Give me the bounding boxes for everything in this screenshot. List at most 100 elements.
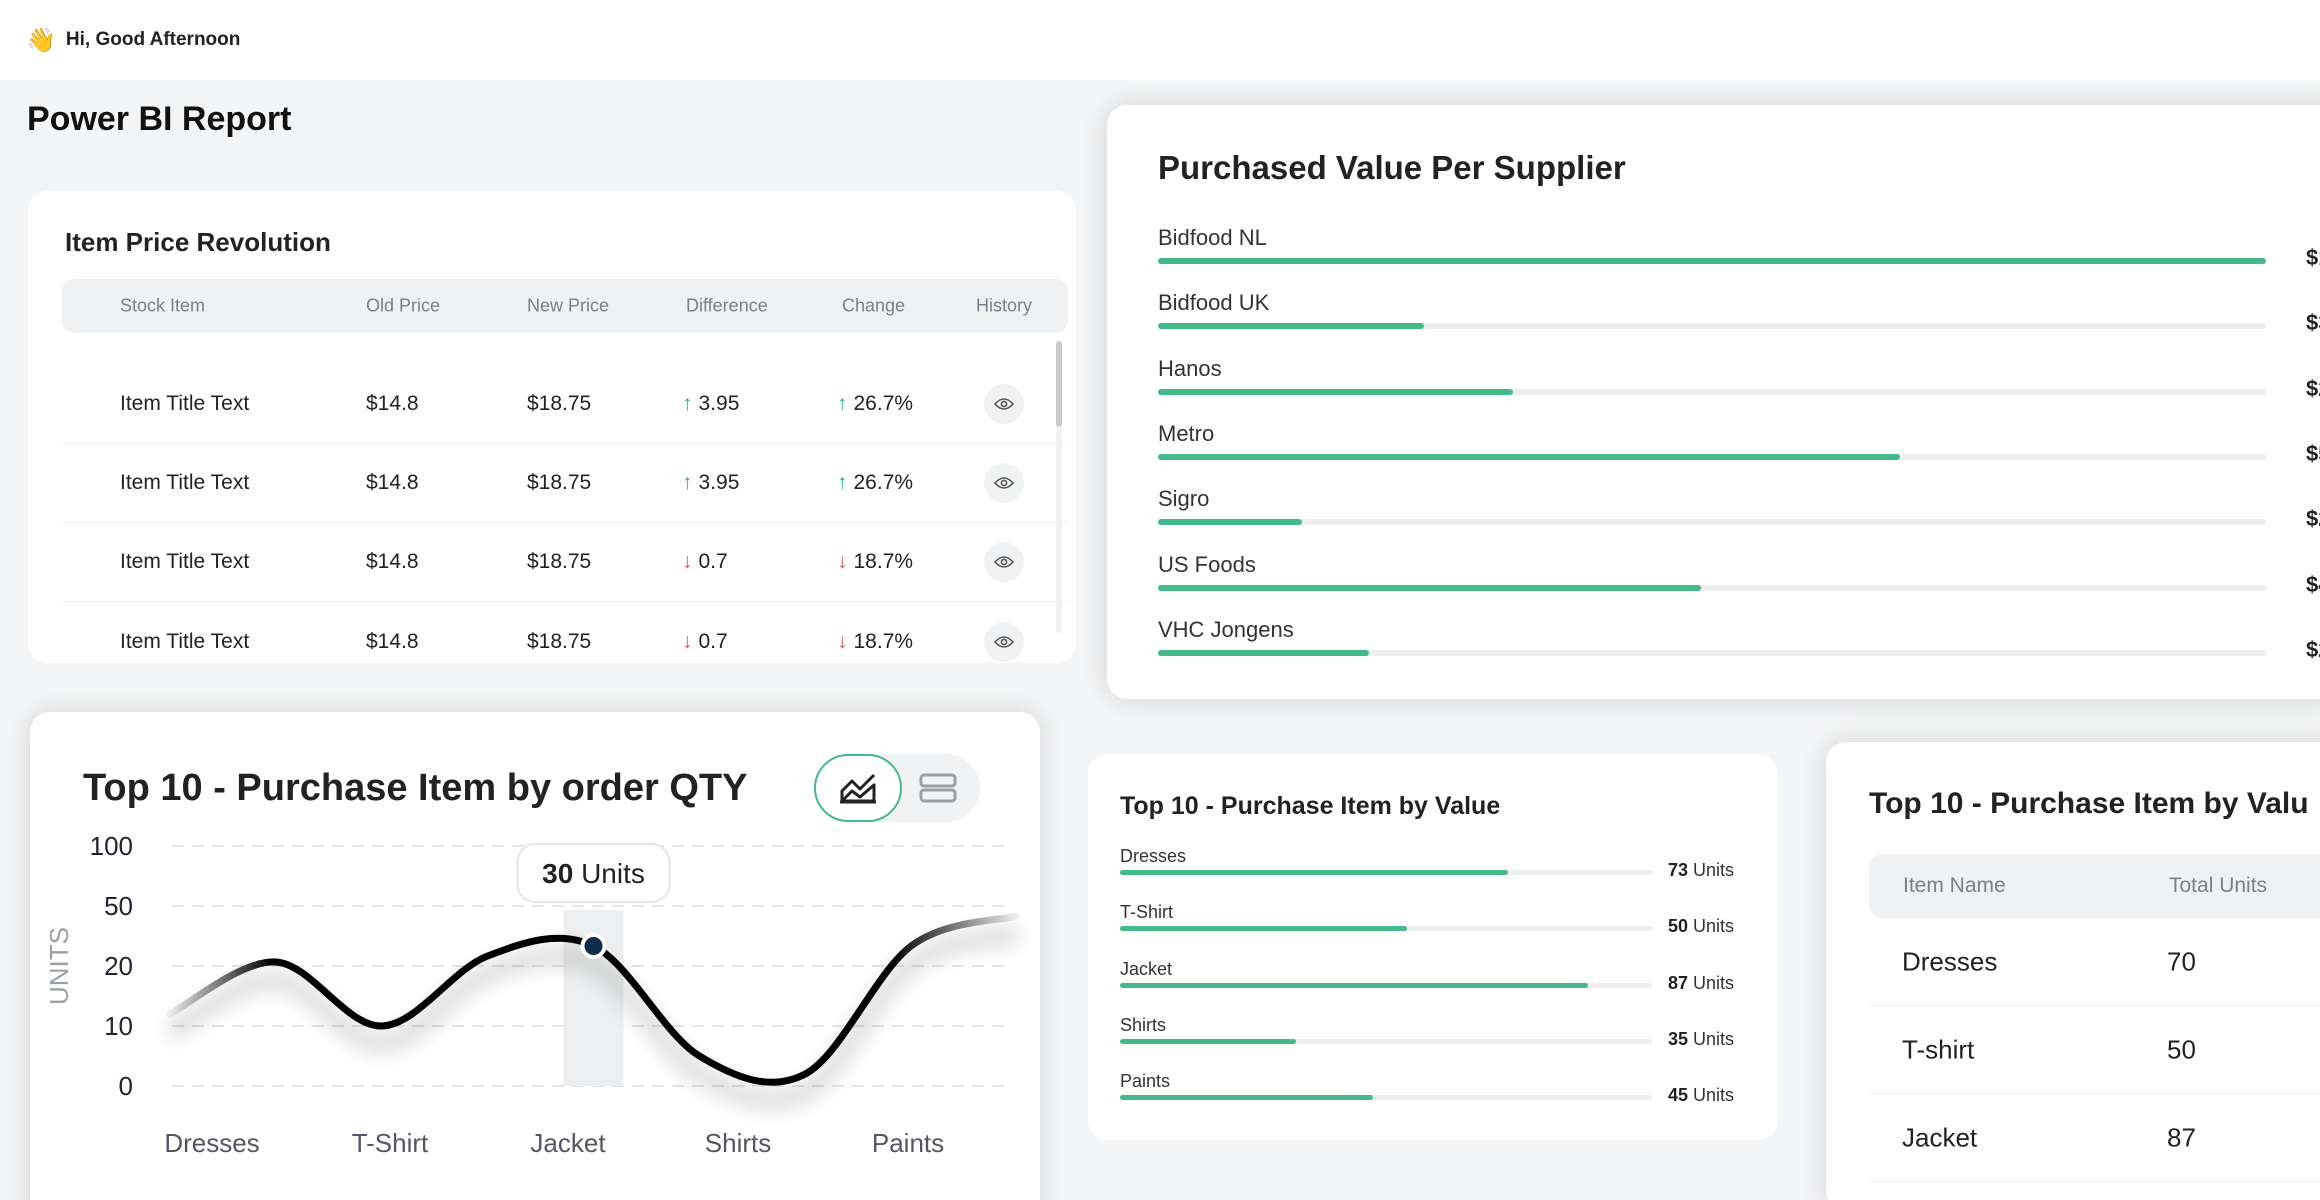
list-view-button[interactable] <box>894 754 982 822</box>
item-name: T-Shirt <box>1120 902 1174 923</box>
supplier-value: $4 <box>2306 571 2320 597</box>
card-title: Top 10 - Purchase Item by Valu <box>1869 787 2309 820</box>
progress-track <box>1120 982 1652 988</box>
y-tick-label: 10 <box>104 1011 133 1041</box>
card-title: Top 10 - Purchase Item by Value <box>1120 792 1501 820</box>
value-row: Shirts 35 Units <box>1120 1015 1760 1065</box>
area-chart-view-button[interactable] <box>814 754 902 822</box>
top-bar: 👋 Hi, Good Afternoon <box>0 0 2320 80</box>
total-units: 50 <box>2167 1034 2196 1064</box>
progress-fill <box>1120 982 1589 988</box>
item-units: 87 Units <box>1668 972 1735 993</box>
column-header-old-price: Old Price <box>366 295 441 316</box>
item-name: Shirts <box>1120 1014 1167 1035</box>
y-tick-label: 50 <box>104 891 133 921</box>
purchase-table-card: Top 10 - Purchase Item by Valu Item Name… <box>1826 742 2320 1200</box>
history-button[interactable] <box>984 463 1024 503</box>
change: ↓ 18.7% <box>837 550 914 573</box>
eye-icon <box>994 398 1014 410</box>
progress-fill <box>1158 584 1701 591</box>
progress-track <box>1120 1095 1652 1101</box>
new-price: $18.75 <box>527 471 592 494</box>
value-row: T-Shirt 50 Units <box>1120 902 1760 952</box>
difference: ↓ 0.7 <box>682 550 728 573</box>
progress-track <box>1158 453 2266 460</box>
progress-track <box>1158 323 2266 330</box>
arrow-down-icon: ↓ <box>682 550 693 573</box>
arrow-down-icon: ↓ <box>837 629 848 653</box>
supplier-row: Bidfood UK $3 <box>1158 290 2320 350</box>
chart-view-toggle <box>814 754 980 822</box>
total-units: 70 <box>2167 946 2196 976</box>
item-units: 50 Units <box>1668 916 1735 937</box>
progress-fill <box>1158 453 1901 460</box>
item-name: Dresses <box>1902 946 1998 976</box>
difference: ↑ 3.95 <box>682 392 740 415</box>
card-title: Item Price Revolution <box>65 227 331 257</box>
table-row: Jacket 87 <box>1869 1094 2320 1182</box>
progress-track <box>1158 258 2266 264</box>
eye-icon <box>994 477 1014 489</box>
supplier-row: VHC Jongens $2 <box>1158 617 2320 677</box>
item-name: Jacket <box>1902 1122 1978 1152</box>
history-button[interactable] <box>984 621 1024 662</box>
scrollbar-thumb[interactable] <box>1056 341 1062 427</box>
supplier-name: Sigro <box>1158 486 1210 512</box>
progress-track <box>1158 584 2266 591</box>
progress-fill <box>1158 519 1303 526</box>
progress-fill <box>1120 926 1408 932</box>
history-button[interactable] <box>984 542 1024 582</box>
item-name: Jacket <box>1120 958 1173 979</box>
supplier-value: $3 <box>2306 310 2320 336</box>
supplier-name: US Foods <box>1158 551 1256 577</box>
eye-icon <box>994 635 1014 648</box>
old-price: $14.8 <box>366 550 419 573</box>
new-price: $18.75 <box>527 550 592 573</box>
x-tick-label: Dresses <box>164 1128 259 1158</box>
difference: ↑ 3.95 <box>682 471 740 494</box>
progress-track <box>1120 870 1652 875</box>
stock-item: Item Title Text <box>120 392 250 415</box>
progress-fill <box>1120 1095 1373 1101</box>
stock-item: Item Title Text <box>120 550 250 573</box>
history-button[interactable] <box>984 384 1024 424</box>
progress-track <box>1158 388 2266 395</box>
arrow-up-icon: ↑ <box>682 392 693 415</box>
scrollbar[interactable] <box>1056 341 1062 633</box>
item-price-card: Item Price Revolution Stock Item Old Pri… <box>28 191 1076 663</box>
progress-fill <box>1158 323 1424 330</box>
column-header-change: Change <box>842 295 906 316</box>
table-header: Stock Item Old Price New Price Differenc… <box>62 279 1068 333</box>
change: ↓ 18.7% <box>837 629 914 653</box>
change: ↑ 26.7% <box>837 471 914 494</box>
value-row: Paints 45 Units <box>1120 1071 1760 1121</box>
table-row: Item Title Text $14.8 $18.75 ↓ 0.7 ↓ 18.7% <box>62 602 1068 681</box>
data-point-highlight <box>580 933 607 959</box>
old-price: $14.8 <box>366 471 419 494</box>
card-title: Purchased Value Per Supplier <box>1158 149 1626 186</box>
old-price: $14.8 <box>366 629 419 653</box>
table-row: Item Title Text $14.8 $18.75 ↑ 3.95 ↑ 26.7… <box>62 365 1068 444</box>
greeting-text: Hi, Good Afternoon <box>65 29 241 50</box>
supplier-row: Bidfood NL $1 <box>1158 225 2320 285</box>
supplier-row: Hanos $2 <box>1158 356 2320 416</box>
difference: ↓ 0.7 <box>682 629 728 653</box>
supplier-row: Sigro $2 <box>1158 486 2320 546</box>
table-row: Dresses 70 <box>1869 918 2320 1006</box>
arrow-up-icon: ↑ <box>837 392 848 415</box>
arrow-down-icon: ↓ <box>837 550 848 573</box>
new-price: $18.75 <box>527 392 592 415</box>
card-title: Top 10 - Purchase Item by order QTY <box>83 767 748 809</box>
supplier-name: Metro <box>1158 420 1215 446</box>
progress-track <box>1158 519 2266 526</box>
column-header-difference: Difference <box>686 295 768 316</box>
page-title: Power BI Report <box>27 100 292 138</box>
table-row: Item Title Text $14.8 $18.75 ↓ 0.7 ↓ 18.7% <box>62 523 1068 602</box>
progress-fill <box>1158 649 1369 656</box>
column-header-total-units: Total Units <box>2169 874 2268 897</box>
progress-fill <box>1120 1038 1296 1044</box>
new-price: $18.75 <box>527 629 592 653</box>
supplier-value: $2 <box>2306 506 2320 532</box>
area-chart-icon <box>840 773 876 804</box>
